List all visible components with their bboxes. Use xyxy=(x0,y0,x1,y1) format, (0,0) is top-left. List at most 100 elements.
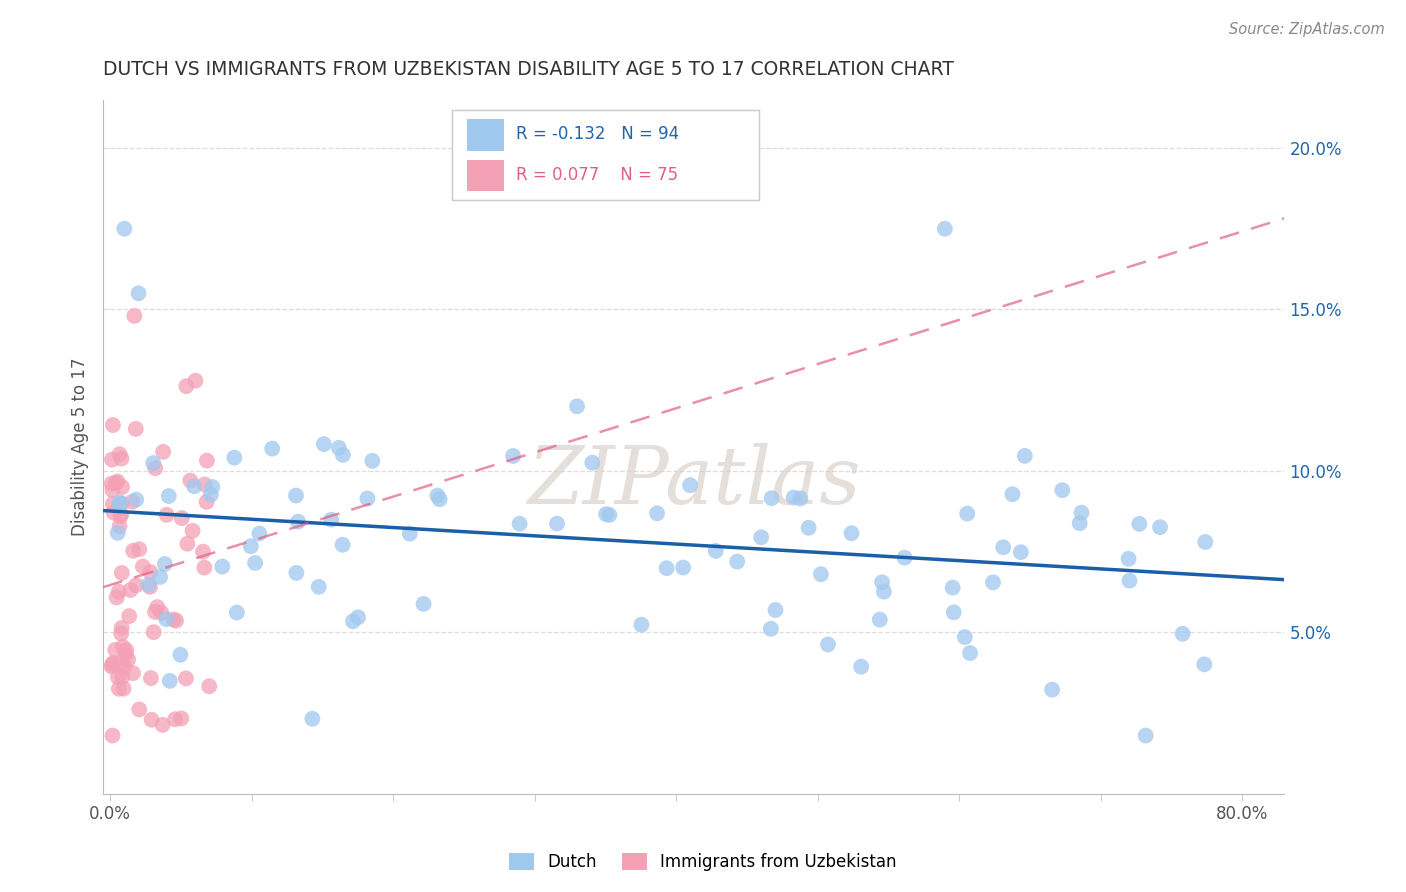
Point xyxy=(993,541,1015,555)
Point xyxy=(759,622,782,636)
Point xyxy=(169,648,191,662)
Point xyxy=(174,672,197,686)
Point xyxy=(1135,729,1157,743)
Point xyxy=(165,712,187,726)
Point xyxy=(132,559,155,574)
Point xyxy=(953,630,976,644)
Point xyxy=(143,605,166,619)
Point xyxy=(111,621,134,635)
Point xyxy=(112,681,135,696)
Point xyxy=(111,480,134,494)
Point xyxy=(101,656,124,670)
Point xyxy=(156,508,179,522)
Point xyxy=(118,609,141,624)
Point xyxy=(959,646,981,660)
Point xyxy=(183,479,205,493)
Point xyxy=(581,456,603,470)
Point xyxy=(170,711,193,725)
Point xyxy=(262,442,284,456)
Point xyxy=(956,507,979,521)
Point xyxy=(143,461,166,475)
Point xyxy=(429,492,451,507)
Point xyxy=(181,524,204,538)
Point xyxy=(942,581,965,595)
Point xyxy=(1001,487,1024,501)
Point xyxy=(150,606,173,620)
Point xyxy=(153,557,176,571)
Point xyxy=(125,492,148,507)
Point xyxy=(211,559,233,574)
Point xyxy=(139,580,162,594)
Point xyxy=(347,610,370,624)
Point xyxy=(125,578,148,592)
Point xyxy=(110,509,132,524)
Point xyxy=(101,452,124,467)
Point xyxy=(243,556,266,570)
Point xyxy=(146,600,169,615)
Point xyxy=(108,681,131,696)
Text: DUTCH VS IMMIGRANTS FROM UZBEKISTAN DISABILITY AGE 5 TO 17 CORRELATION CHART: DUTCH VS IMMIGRANTS FROM UZBEKISTAN DISA… xyxy=(103,60,955,78)
Point xyxy=(546,516,568,531)
Point xyxy=(870,575,893,590)
Point xyxy=(110,497,132,511)
Point xyxy=(103,506,125,520)
Point xyxy=(128,286,150,301)
Point xyxy=(121,494,143,508)
Point xyxy=(193,560,215,574)
Point xyxy=(114,647,136,661)
Point xyxy=(849,659,872,673)
Point xyxy=(191,544,214,558)
Point xyxy=(841,526,863,541)
Point xyxy=(225,606,247,620)
Point xyxy=(247,526,270,541)
Point xyxy=(111,670,134,684)
Point xyxy=(115,643,138,657)
Point xyxy=(655,561,678,575)
Point xyxy=(104,475,127,490)
Point xyxy=(120,582,142,597)
Point xyxy=(1128,516,1150,531)
Point xyxy=(630,617,652,632)
Point xyxy=(114,659,136,673)
Point xyxy=(426,489,449,503)
Point xyxy=(122,666,145,681)
Point xyxy=(981,575,1004,590)
Point xyxy=(332,448,354,462)
Point xyxy=(117,652,139,666)
Point xyxy=(201,480,224,494)
Point xyxy=(797,521,820,535)
Point xyxy=(142,625,165,640)
Point xyxy=(398,526,420,541)
Point xyxy=(159,673,181,688)
Point xyxy=(198,679,221,693)
Point xyxy=(1118,574,1140,588)
Legend: Dutch, Immigrants from Uzbekistan: Dutch, Immigrants from Uzbekistan xyxy=(501,845,905,880)
Point xyxy=(170,511,193,525)
Point xyxy=(176,379,198,393)
Point xyxy=(155,612,177,626)
Text: Source: ZipAtlas.com: Source: ZipAtlas.com xyxy=(1229,22,1385,37)
Point xyxy=(195,495,218,509)
Point xyxy=(124,309,146,323)
Point xyxy=(332,538,354,552)
Point xyxy=(285,566,308,580)
Point xyxy=(1069,516,1091,531)
Point xyxy=(704,544,727,558)
Point xyxy=(1014,449,1036,463)
Point xyxy=(111,566,134,580)
Point xyxy=(110,626,132,640)
Point xyxy=(184,374,207,388)
Point xyxy=(107,584,129,599)
Point xyxy=(782,491,804,505)
Point xyxy=(817,638,839,652)
Point xyxy=(138,578,160,592)
Point xyxy=(104,643,127,657)
Point xyxy=(789,491,811,506)
Point xyxy=(595,507,617,521)
Point xyxy=(101,729,124,743)
Point xyxy=(893,550,915,565)
Point xyxy=(101,497,124,511)
Point xyxy=(1149,520,1171,534)
Point xyxy=(122,543,145,558)
Point xyxy=(149,570,172,584)
